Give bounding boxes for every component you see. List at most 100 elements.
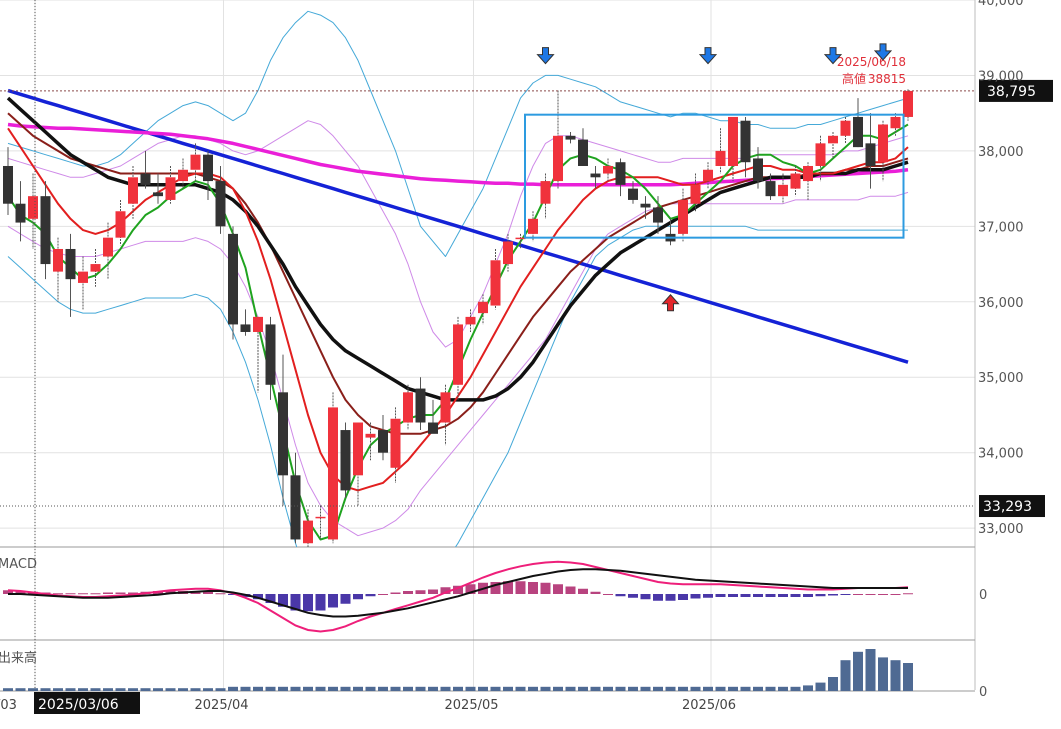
candles[interactable] [3, 89, 913, 547]
volume-bar [765, 686, 776, 691]
macd-histogram-bar [828, 594, 838, 596]
candle-body [728, 116, 738, 166]
volume-bar [815, 682, 826, 691]
candle-body [803, 165, 813, 182]
candle-body [140, 173, 151, 185]
volume-bar [740, 686, 751, 691]
macd-signal-line [8, 568, 908, 618]
candle-body [215, 181, 226, 227]
volume-bar [103, 688, 113, 691]
macd-histogram-bar [628, 594, 638, 598]
macd-histogram-bar [790, 594, 801, 597]
macd-histogram-bar [703, 594, 713, 598]
volume-bar [465, 686, 476, 691]
volume-bar [278, 686, 288, 691]
sell-signal-arrow-icon [536, 47, 555, 65]
volume-bar [90, 688, 101, 691]
moving-averages [6, 88, 909, 541]
last-price-badge [979, 79, 1053, 102]
candle-body [690, 184, 701, 204]
macd-zero-label: 0 [979, 588, 987, 603]
macd-histogram-bar [340, 594, 351, 604]
candle-body [703, 169, 713, 182]
volume-bar [40, 688, 51, 691]
macd-histogram-bar [590, 591, 601, 594]
volume-bar [290, 686, 301, 691]
moving-average-darkred [7, 112, 909, 435]
high-annotation-value: 38815 [868, 72, 906, 86]
macd-histogram-bar [903, 593, 913, 595]
macd-histogram-bar [753, 594, 763, 597]
candle-body [190, 154, 201, 170]
candle-body [278, 392, 288, 476]
volume-bar [65, 688, 76, 691]
volume-bar [703, 686, 713, 691]
volume-bar [78, 688, 88, 691]
volume-bar [115, 688, 126, 691]
volume-bar [628, 686, 638, 691]
candle-body [78, 271, 88, 283]
candle-body [528, 218, 538, 234]
volume-bar [665, 686, 676, 691]
candle-body [640, 203, 651, 208]
macd-histogram-bar [290, 594, 301, 611]
candle-body [903, 90, 913, 117]
candle-body [815, 143, 826, 166]
volume-bar [903, 663, 913, 691]
macd-histogram-bar [490, 582, 501, 594]
macd-histogram-bar [865, 594, 876, 595]
candle-body [203, 154, 213, 182]
candle-body [53, 248, 63, 272]
volume-bar [890, 660, 901, 691]
volume-bar [140, 688, 151, 691]
volume-bar [528, 686, 538, 691]
candle-body [865, 143, 876, 166]
candle-body [165, 177, 176, 200]
volume-bar [128, 688, 138, 691]
volume-bar [203, 688, 213, 691]
volume-bar [503, 686, 513, 691]
price-tick-label: 39,000 [978, 69, 1024, 84]
macd-histogram-bar [303, 594, 313, 612]
macd-histogram-bar [15, 591, 26, 594]
macd-histogram-bar [728, 594, 738, 597]
date-tick-label: 2025/04 [195, 698, 249, 713]
macd-histogram-bar [65, 593, 76, 595]
candle-body [565, 135, 576, 140]
volume-zero-label: 0 [979, 685, 987, 700]
candle-body [878, 124, 888, 163]
volume-bar [440, 686, 451, 691]
volume-bar [490, 686, 501, 691]
price-tick-label: 33,000 [978, 522, 1024, 537]
date-tick-label: 2025/05 [445, 698, 499, 713]
date-tick-label: /03 [0, 698, 17, 713]
volume-bar [428, 686, 438, 691]
candle-body [840, 120, 851, 136]
macd-line [7, 560, 909, 633]
candle-body [378, 430, 388, 453]
macd-title: MACD [0, 557, 37, 572]
macd-histogram-bar [878, 594, 888, 595]
macd-histogram-bar [115, 592, 126, 594]
cursor-price-badge [979, 495, 1045, 518]
macd-histogram-bar [415, 590, 426, 594]
last-price-text: 38,795 [987, 84, 1036, 100]
volume-bar [578, 686, 588, 691]
volume-bar [840, 660, 851, 691]
volume-bar [153, 688, 163, 691]
macd-histogram-bar [890, 594, 901, 595]
candle-body [553, 135, 563, 182]
volume-bar [778, 686, 788, 691]
candle-body [753, 158, 763, 182]
candle-body [478, 301, 488, 314]
macd-histogram-bar [453, 585, 463, 594]
candle-body [615, 162, 626, 185]
macd-histogram-bar [228, 594, 238, 595]
candle-body [253, 316, 263, 332]
macd-histogram-bar [528, 582, 538, 594]
cursor-date-text: 2025/03/06 [38, 697, 119, 713]
macd-histogram-bar [603, 594, 613, 595]
volume-bar [403, 686, 413, 691]
